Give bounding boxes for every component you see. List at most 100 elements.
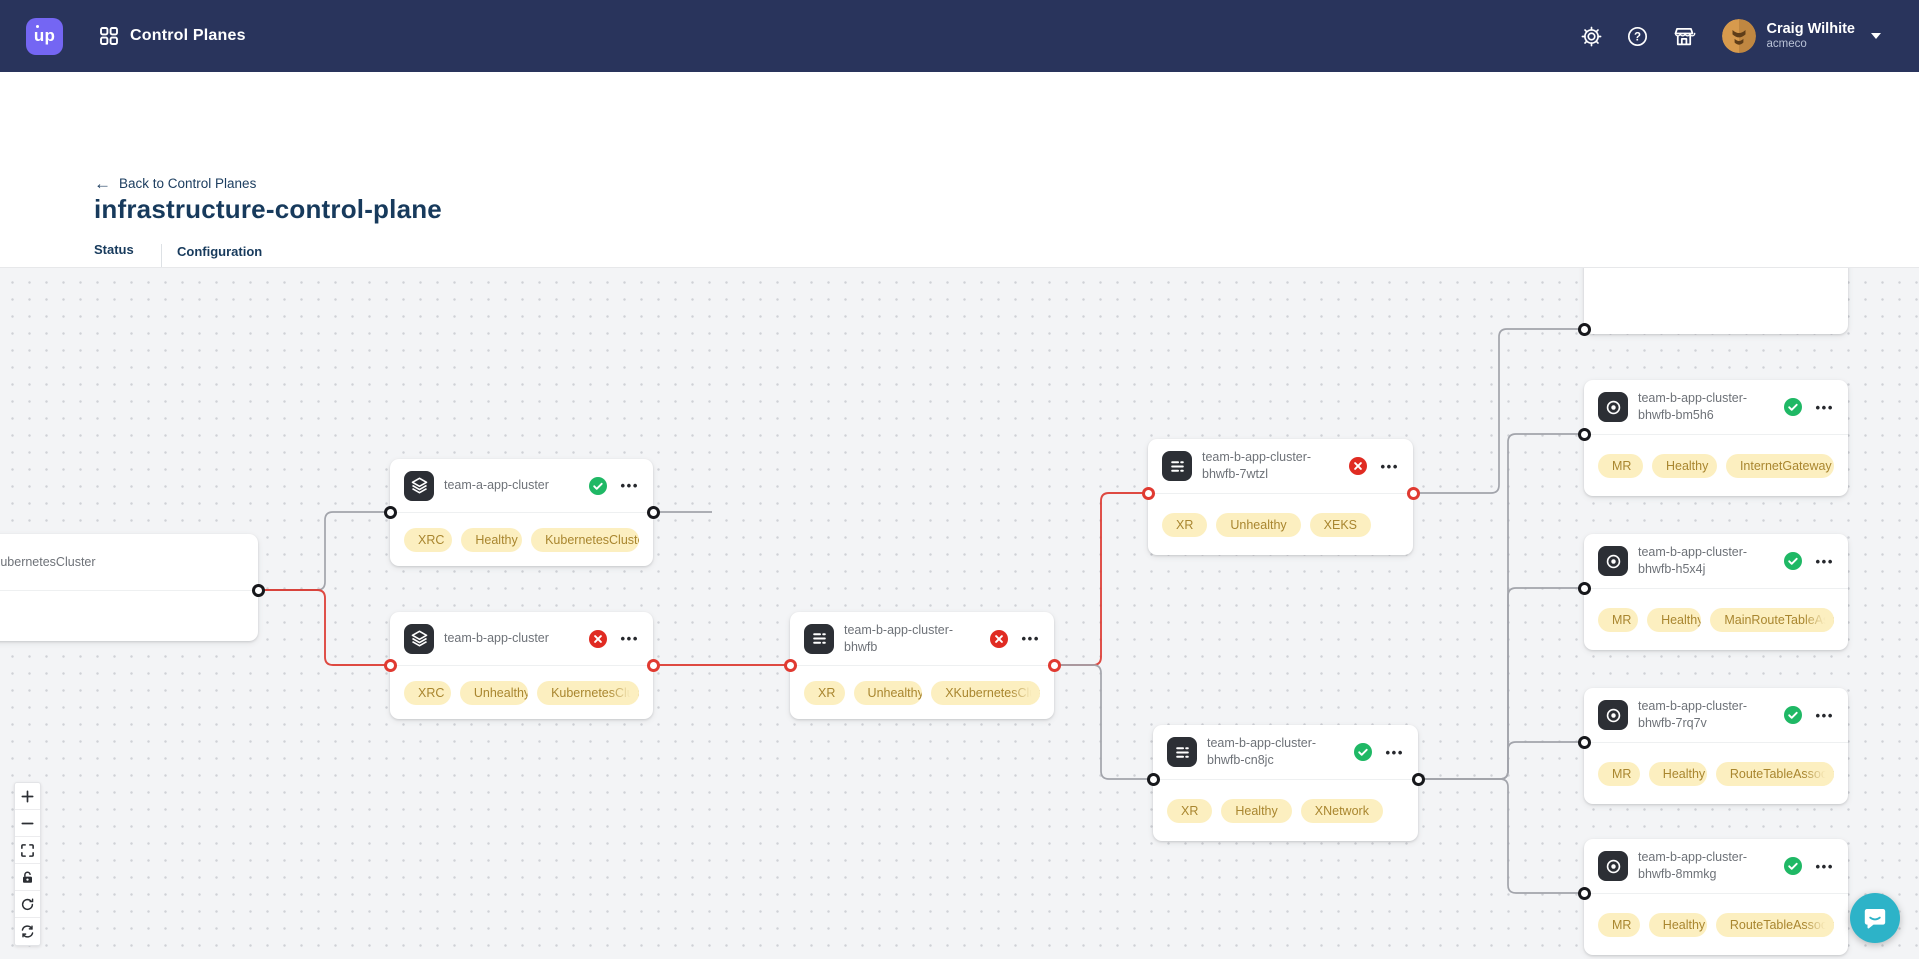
control-zoom-out-button[interactable] [15,810,40,837]
node-title: team-b-app-cluster [444,631,549,646]
edge-team-b-app-cluster-bhwfb-cn8jc-to-team-b-app-cluster-bhwfb-8mmkg [1420,778,1584,894]
node-partially-visible-node[interactable] [1577,268,1848,336]
back-link[interactable]: ← Back to Control Planes [94,175,256,192]
badge: Unhealthy [853,680,923,705]
chevron-down-icon[interactable] [1871,33,1881,39]
node-menu-button[interactable]: ••• [1021,631,1040,646]
handle-left [383,658,397,672]
page-title: infrastructure-control-plane [94,194,442,224]
node-title: KubernetesCluster [0,554,96,569]
badge: Healthy [1648,912,1707,937]
handle-left [1146,772,1160,786]
help-icon[interactable]: ? [1626,24,1650,48]
node-team-b-app-cluster-bhwfb-7wtzl[interactable]: team-b-app-cluster-bhwfb-7wtzl ••• XR Unhea… [1141,439,1420,555]
status-icon-healthy [1783,706,1802,724]
edge-team-b-app-cluster-bhwfb-cn8jc-to-team-b-app-cluster-bhwfb-bm5h6 [1420,433,1584,780]
app-title: Control Planes [130,27,246,44]
edge-team-b-app-cluster-bhwfb-7wtzl-to-partially-visible-node [1413,328,1584,494]
node-team-b-app-cluster-bhwfb-h5x4j[interactable]: team-b-app-cluster-bhwfb-h5x4j ••• MR Healt… [1577,534,1848,650]
node-team-b-app-cluster[interactable]: team-b-app-cluster ••• XRC Unhealthy Kuberne… [383,612,660,719]
upbound-logo[interactable]: up [26,17,63,55]
control-zoom-in-button[interactable] [15,783,40,810]
badge: Healthy [461,527,523,552]
control-rotate-button[interactable] [15,891,40,918]
edge-team-b-app-cluster-bhwfb-cn8jc-to-team-b-app-cluster-bhwfb-7rq7v [1420,741,1584,780]
node-team-b-app-cluster-bhwfb-bm5h6[interactable]: team-b-app-cluster-bhwfb-bm5h6 ••• MR Healt… [1577,380,1848,496]
status-icon-healthy [588,476,607,495]
node-title: team-a-app-cluster [444,478,549,493]
svg-text:?: ? [1634,31,1641,43]
badge: XR [1162,512,1208,537]
node-title: team-b-app-cluster-bhwfb-8mmkg [1638,850,1748,881]
badge: RouteTableAssociation [1715,761,1834,786]
badge: XR [1167,798,1213,823]
edge-team-b-app-cluster-bhwfb-cn8jc-to-team-b-app-cluster-bhwfb-h5x4j [1420,587,1584,780]
node-menu-button[interactable]: ••• [1380,458,1399,474]
badge: MR [1598,453,1643,478]
back-link-label: Back to Control Planes [119,176,257,191]
control-fit-view-button[interactable] [15,837,40,864]
status-icon-healthy [1783,398,1802,416]
xr-icon [804,623,834,654]
graph-edges [258,328,1584,894]
control-refresh-button[interactable] [15,918,40,945]
handle-right [1406,486,1420,500]
mr-icon [1598,851,1628,881]
handle-right [1411,772,1425,786]
node-kubernetescluster[interactable]: KKubernetesClusterAPI [0,534,265,641]
node-menu-button[interactable]: ••• [620,631,639,646]
status-icon-healthy [1783,857,1802,875]
handle-left [1577,322,1591,336]
configuration-label: Configuration [177,244,263,259]
node-team-b-app-cluster-bhwfb-cn8jc[interactable]: team-b-app-cluster-bhwfb-cn8jc ••• XR Healt… [1146,725,1425,841]
grid-icon [99,26,119,46]
logo-text: up [33,26,56,45]
handle-left [1577,735,1591,749]
node-menu-button[interactable]: ••• [1385,744,1404,760]
marketplace-icon[interactable] [1672,24,1696,48]
status-icon-unhealthy [1348,457,1367,475]
node-team-b-app-cluster-bhwfb-7rq7v[interactable]: team-b-app-cluster-bhwfb-7rq7v ••• MR Healt… [1577,688,1848,804]
status-icon-healthy [1783,552,1802,570]
badge-fade [1804,912,1834,937]
node-team-b-app-cluster-bhwfb-8mmkg[interactable]: team-b-app-cluster-bhwfb-8mmkg ••• MR Healt… [1577,839,1848,955]
badge: MainRouteTableAssociation [1710,607,1834,632]
handle-left [783,658,797,672]
user-menu[interactable]: Craig Wilhite acmeco [1721,19,1881,53]
badge-fade [1010,680,1040,705]
badge: Unhealthy [1216,512,1301,537]
graph-canvas[interactable]: KKubernetesClusterAPI team-a-app-cluster •… [0,267,1919,959]
logo-dot [36,24,40,28]
settings-gear-icon[interactable] [1580,24,1604,48]
badge-fade [1804,607,1834,632]
xr-icon [1162,451,1192,481]
control-lock-button[interactable] [15,864,40,891]
node-title: team-b-app-cluster-bhwfb-bm5h6 [1638,391,1748,422]
badge: Healthy [1648,761,1707,786]
back-arrow-icon: ← [94,174,111,193]
node-menu-button[interactable]: ••• [1815,707,1834,723]
user-name: Craig Wilhite [1766,20,1856,37]
chat-launcher-button[interactable] [1850,893,1900,943]
badge: MR [1598,761,1640,786]
node-menu-button[interactable]: ••• [1815,399,1834,415]
badge: XKubernetesCluster [931,680,1040,705]
node-title: team-b-app-cluster-bhwfb [844,622,954,654]
edge-kubernetescluster-to-team-b-app-cluster [258,589,390,666]
page-header: ← Back to Control Planes infrastructure-… [0,72,1919,336]
layers-icon [404,470,434,501]
node-team-b-app-cluster-bhwfb[interactable]: team-b-app-cluster-bhwfb ••• XR Unhealthy XK… [783,612,1061,719]
node-title: team-b-app-cluster-bhwfb-h5x4j [1638,545,1748,576]
badge: Healthy [1647,607,1702,632]
node-menu-button[interactable]: ••• [620,478,639,493]
badge: XEKS [1309,512,1372,537]
divider [161,244,162,286]
node-team-a-app-cluster[interactable]: team-a-app-cluster ••• XRC Healthy Kubernete… [383,459,660,566]
badge-fade [1804,761,1834,786]
node-menu-button[interactable]: ••• [1815,553,1834,569]
node-menu-button[interactable]: ••• [1815,858,1834,874]
graph-toolbar [14,782,41,946]
badge: KubernetesCluster [531,527,639,552]
handle-left [1577,427,1591,441]
top-navbar: up Control Planes ? [0,0,1919,72]
